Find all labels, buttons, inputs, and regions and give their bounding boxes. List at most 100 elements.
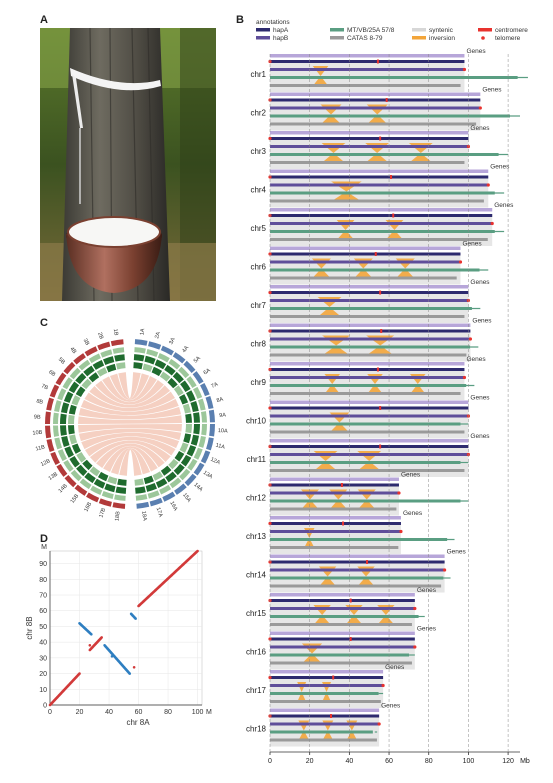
hapB-bar bbox=[270, 607, 415, 610]
telomere-dot bbox=[478, 106, 482, 110]
y-tick-label: 0 bbox=[43, 703, 47, 710]
hapA-bar bbox=[270, 676, 384, 679]
telomere-dot bbox=[268, 136, 272, 141]
ideogram-A bbox=[172, 352, 186, 364]
track-ring bbox=[182, 403, 191, 414]
track-ring bbox=[70, 469, 82, 482]
x-tick-label: 120 bbox=[502, 758, 514, 765]
x-unit: M bbox=[206, 709, 212, 716]
track-ring bbox=[193, 447, 203, 460]
track-ring bbox=[186, 376, 197, 388]
hapB-bar bbox=[270, 145, 469, 148]
track-ring bbox=[68, 425, 75, 435]
track-ring bbox=[81, 378, 92, 390]
y-unit: M bbox=[41, 544, 47, 551]
hapA-bar bbox=[270, 522, 401, 525]
ideogram-A bbox=[174, 483, 187, 495]
hapA-bar bbox=[270, 368, 465, 371]
track-ring bbox=[71, 395, 81, 406]
centromere-mark bbox=[379, 406, 382, 410]
chromosome-chr3: Genes chr3 bbox=[250, 125, 509, 169]
chromosome-chr18: Genes chr18 bbox=[246, 703, 401, 747]
track-ring bbox=[115, 362, 126, 370]
chromosome-label: chr18 bbox=[246, 725, 267, 734]
ideogram-A bbox=[200, 450, 211, 464]
track-ring bbox=[78, 359, 91, 371]
track-ring bbox=[53, 412, 59, 424]
alignment-point bbox=[90, 632, 93, 636]
track-ring bbox=[134, 347, 146, 354]
track-ring bbox=[60, 413, 67, 424]
gene-density-track bbox=[270, 131, 469, 135]
track-ring bbox=[112, 347, 125, 354]
chromosome-chr5: Genes chr5 bbox=[250, 202, 514, 246]
track-ring bbox=[185, 424, 192, 434]
panel-letter-c: C bbox=[40, 317, 48, 329]
track-ring bbox=[69, 434, 78, 445]
track-ring bbox=[172, 371, 184, 384]
track-ring bbox=[154, 359, 167, 370]
track-ring bbox=[178, 366, 190, 379]
ideogram-B bbox=[112, 502, 126, 509]
track-ring bbox=[159, 484, 172, 495]
telomere-dot bbox=[268, 406, 272, 410]
catas-bar bbox=[270, 661, 412, 665]
track-ring bbox=[160, 465, 172, 476]
circos-chromosome-label: 5A bbox=[193, 355, 202, 364]
circos-chromosome-label: 7B bbox=[40, 383, 49, 391]
catas-bar bbox=[270, 84, 461, 87]
synteny-link bbox=[89, 385, 171, 408]
track-ring bbox=[71, 443, 81, 454]
track-ring bbox=[174, 451, 185, 462]
dot-plot-y-label: chr 8B bbox=[25, 616, 34, 639]
chromosome-label: chr9 bbox=[250, 378, 266, 387]
track-ring bbox=[75, 372, 87, 385]
track-ring bbox=[169, 477, 182, 489]
genes-label: Genes bbox=[417, 587, 437, 594]
ideogram-B bbox=[64, 475, 77, 488]
chromosome-label: chr11 bbox=[247, 455, 267, 464]
hapB-bar bbox=[270, 106, 481, 110]
chromosome-chr2: Genes chr2 bbox=[250, 87, 520, 131]
chromosome-chr16: Genes chr16 bbox=[246, 626, 437, 670]
track-ring bbox=[82, 459, 93, 471]
ideogram-A bbox=[200, 382, 210, 397]
gene-density-track bbox=[270, 400, 469, 404]
mt-bar bbox=[270, 576, 444, 580]
ideogram-B bbox=[98, 498, 112, 507]
hapA-bar bbox=[270, 445, 469, 448]
genes-label: Genes bbox=[466, 356, 486, 363]
chromosome-chr12: Genes chr12 bbox=[246, 472, 469, 516]
track-ring bbox=[145, 483, 157, 492]
ideogram-B bbox=[49, 384, 60, 398]
synteny-link bbox=[81, 432, 180, 450]
chromosome-chr11: Genes chr11 bbox=[247, 433, 490, 477]
hapB-bar bbox=[270, 568, 445, 572]
telomere-dot bbox=[413, 606, 417, 611]
catas-bar bbox=[270, 430, 465, 434]
circos-chromosome-label: 11B bbox=[35, 444, 46, 452]
dot-plot-x-label: chr 8A bbox=[126, 718, 150, 727]
synteny-link bbox=[102, 376, 157, 402]
genes-label: Genes bbox=[470, 395, 490, 402]
centromere-mark bbox=[385, 98, 388, 102]
track-ring bbox=[88, 372, 100, 383]
track-ring bbox=[186, 445, 197, 457]
x-tick-label: 40 bbox=[105, 709, 113, 716]
track-ring bbox=[61, 435, 70, 448]
telomere-dot bbox=[399, 529, 403, 534]
centromere-mark bbox=[390, 175, 393, 179]
track-ring bbox=[165, 471, 177, 483]
track-ring bbox=[179, 394, 189, 405]
synteny-link bbox=[78, 415, 182, 424]
chromosome-chr4: Genes chr4 bbox=[250, 164, 510, 208]
centromere-mark bbox=[374, 252, 377, 256]
mt-bar bbox=[270, 307, 472, 310]
track-ring bbox=[89, 466, 101, 477]
chromosome-label: chr8 bbox=[250, 340, 266, 349]
track-ring bbox=[173, 385, 184, 396]
hapB-bar bbox=[270, 260, 461, 264]
hapB-bar bbox=[270, 299, 469, 302]
